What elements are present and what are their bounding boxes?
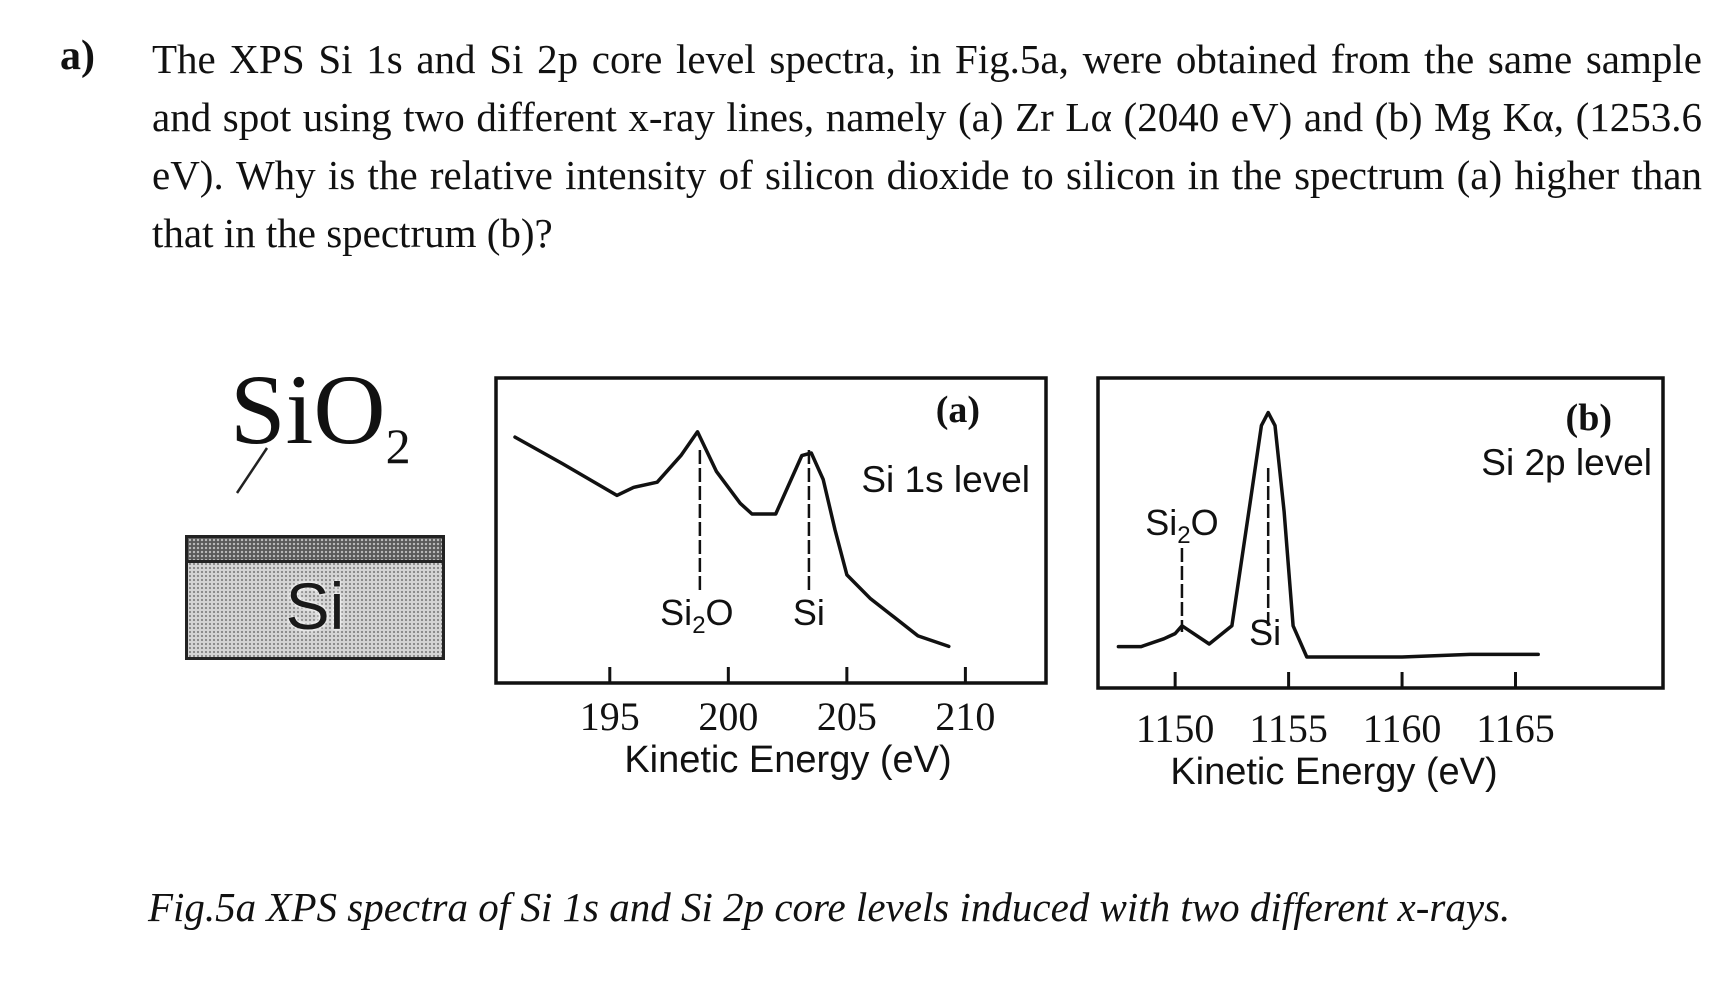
substrate-block: Si — [185, 535, 445, 660]
chart-si-2p-svg: 1150 1155 1160 1165 Si2O Si (b)Si 2p level Kine… — [1096, 376, 1665, 793]
chart-a-spectrum-line — [513, 430, 951, 649]
chart-b-x-tick-label: 1160 — [1363, 706, 1442, 751]
oxide-layer-label-subscript: 2 — [385, 418, 411, 474]
chart-a-x-tick-label: 205 — [817, 694, 877, 739]
chart-b-frame — [1096, 376, 1665, 690]
chart-a-x-axis-label: Kinetic Energy (eV) — [624, 739, 951, 781]
chart-a-peak-label: Si — [793, 592, 825, 633]
oxide-pointer-line — [235, 447, 269, 494]
chart-b-x-tick-label: 1150 — [1136, 706, 1215, 751]
oxide-layer-label: SiO2 — [230, 360, 411, 476]
chart-b-spectrum-line — [1116, 410, 1540, 659]
chart-a-x-tick-label: 210 — [935, 694, 995, 739]
question-text: The XPS Si 1s and Si 2p core level spect… — [152, 36, 1702, 256]
figure-caption: Fig.5a XPS spectra of Si 1s and Si 2p co… — [148, 884, 1511, 930]
oxide-layer — [188, 538, 442, 563]
chart-a-panel-label: (a) — [936, 389, 980, 431]
chart-b-x-tick-label: 1165 — [1476, 706, 1555, 751]
chart-a-frame — [494, 376, 1048, 685]
chart-b-peak-label: Si2O — [1145, 502, 1218, 549]
chart-a-peak-label: Si2O — [660, 592, 733, 639]
chart-a-level-label: Si 1s level — [861, 459, 1030, 500]
oxide-layer-label-main: SiO — [230, 354, 386, 465]
chart-b-x-axis-label: Kinetic Energy (eV) — [1170, 751, 1497, 793]
chart-si-2p: 1150 1155 1160 1165 Si2O Si (b) Si 2p level Kine… — [1090, 370, 1710, 800]
question-marker: a) — [60, 33, 95, 79]
substrate-label: Si — [285, 569, 345, 643]
chart-b-peak-label: Si — [1249, 612, 1281, 653]
chart-a-x-tick-label: 200 — [698, 694, 758, 739]
sample-schematic: SiO2 Si — [170, 360, 470, 680]
chart-b-x-tick-label: 1155 — [1249, 706, 1328, 751]
chart-b-panel-label: (b) — [1566, 397, 1612, 439]
chart-b-level-label: Si 2p level — [1481, 442, 1652, 483]
chart-si-1s: 195 200 205 210 Si2O Si (a) Si 1s level Kinetic … — [490, 370, 1070, 790]
chart-si-1s-svg: 195 200 205 210 Si2O Si (a) Si 1s level Kinetic … — [494, 376, 1048, 781]
chart-a-x-tick-label: 195 — [580, 694, 640, 739]
